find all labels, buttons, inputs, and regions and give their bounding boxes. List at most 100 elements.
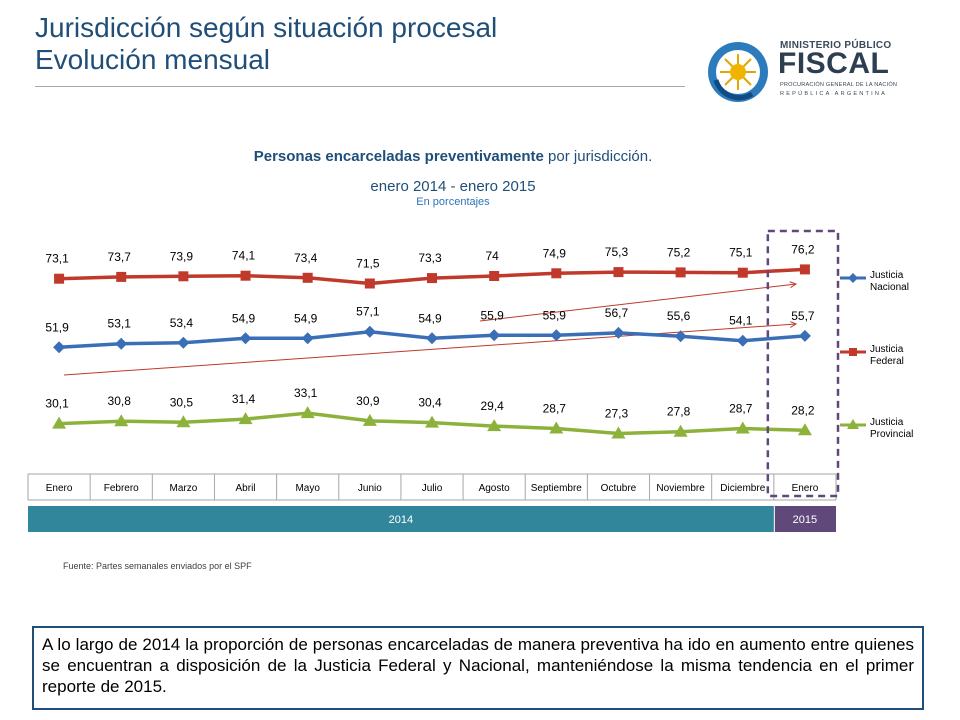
data-point (425, 415, 439, 428)
data-label: 31,4 (232, 392, 256, 406)
data-point (613, 267, 624, 278)
logo-text-procuracion: PROCURACIÓN GENERAL DE LA NACIÓN (780, 82, 898, 88)
data-point (675, 267, 686, 278)
data-label: 27,3 (605, 406, 629, 420)
x-tick-label: Octubre (601, 483, 637, 494)
data-label: 29,4 (480, 399, 504, 413)
chart-title-bold: Personas encarceladas preventivamente (253, 148, 544, 165)
x-tick-label: Junio (358, 483, 382, 494)
data-label: 54,9 (232, 311, 256, 325)
logo-text-ministerio: MINISTERIO PÚBLICO (780, 40, 892, 51)
data-point (673, 424, 688, 437)
data-label: 73,9 (170, 249, 194, 263)
legend-marker (847, 419, 859, 429)
data-point (116, 271, 127, 282)
data-point (674, 330, 687, 343)
data-label: 74,1 (232, 249, 256, 263)
data-point (611, 426, 626, 439)
chart-units-note: En porcentajes (416, 196, 490, 208)
legend-label: Nacional (870, 282, 909, 293)
x-tick-label: Abril (236, 483, 256, 494)
data-point (362, 413, 377, 426)
data-point (54, 273, 65, 284)
data-label: 75,3 (605, 245, 629, 259)
data-point (798, 329, 811, 342)
data-label: 28,7 (729, 402, 753, 416)
data-point (115, 337, 128, 350)
data-label: 27,8 (667, 405, 691, 419)
summary-text: A lo largo de 2014 la proporción de pers… (42, 635, 914, 696)
data-point (300, 406, 315, 419)
x-tick-label: Marzo (169, 483, 197, 494)
trend-arrow-nacional (63, 324, 796, 376)
data-point (735, 421, 750, 434)
year-band-label: 2015 (793, 514, 817, 526)
data-point (364, 278, 375, 289)
data-label: 55,7 (791, 309, 815, 323)
data-label: 56,7 (605, 306, 629, 320)
data-label: 55,9 (543, 308, 567, 322)
data-point (612, 326, 625, 339)
data-label: 73,3 (418, 251, 442, 265)
legend-marker (849, 348, 857, 356)
legend-label: Provincial (870, 429, 913, 440)
data-point (426, 332, 438, 345)
ministerio-logo: MINISTERIO PÚBLICO FISCAL PROCURACIÓN GE… (706, 36, 898, 116)
data-point (799, 264, 810, 275)
data-label: 74 (485, 249, 499, 263)
legend-label: Federal (870, 356, 904, 367)
data-label: 30,5 (170, 395, 194, 409)
data-label: 75,2 (667, 245, 691, 259)
x-tick-label: Agosto (479, 483, 511, 494)
data-point (736, 334, 749, 347)
summary-textbox: A lo largo de 2014 la proporción de pers… (32, 626, 924, 710)
data-point (177, 336, 190, 349)
data-label: 30,9 (356, 394, 380, 408)
x-tick-label: Febrero (104, 483, 139, 494)
data-point (302, 272, 313, 283)
data-label: 30,4 (418, 396, 442, 410)
data-label: 54,1 (729, 314, 753, 328)
data-point (797, 423, 812, 436)
data-point (737, 267, 748, 278)
data-point (178, 271, 189, 282)
data-point (488, 329, 501, 342)
year-band (28, 506, 774, 532)
legend-marker (848, 273, 858, 283)
data-label: 51,9 (45, 320, 69, 334)
x-tick-label: Noviembre (656, 483, 705, 494)
x-tick-label: Septiembre (531, 483, 583, 494)
trend-arrow-federal (479, 284, 796, 322)
data-label: 55,9 (480, 308, 504, 322)
data-label: 73,1 (45, 252, 69, 266)
data-point (53, 341, 66, 354)
data-label: 28,7 (543, 402, 567, 416)
legend-label: Justicia (870, 417, 904, 428)
data-point (239, 332, 252, 345)
data-point (489, 271, 500, 281)
x-tick-label: Diciembre (720, 483, 765, 494)
data-label: 30,8 (108, 394, 132, 408)
data-label: 53,1 (108, 317, 132, 331)
data-label: 55,6 (667, 309, 691, 323)
data-point (238, 412, 253, 425)
data-label: 73,4 (294, 251, 318, 265)
x-tick-label: Julio (422, 483, 443, 494)
data-label: 28,2 (791, 403, 815, 417)
logo-text-fiscal: FISCAL (778, 47, 890, 80)
data-label: 30,1 (45, 397, 69, 411)
data-point (551, 268, 562, 279)
data-label: 71,5 (356, 257, 380, 271)
data-point (549, 421, 564, 434)
data-point (363, 325, 376, 338)
x-tick-label: Enero (792, 483, 819, 494)
data-point (301, 332, 314, 345)
chart-title-rest: por jurisdicción. (543, 148, 653, 165)
chart-container: Personas encarceladas preventivamente po… (0, 140, 960, 570)
sun-emblem-icon (708, 42, 768, 102)
x-tick-label: Mayo (295, 483, 320, 494)
data-point (487, 419, 502, 432)
data-label: 74,9 (543, 246, 567, 260)
data-point (114, 414, 129, 427)
data-label: 33,1 (294, 386, 318, 400)
